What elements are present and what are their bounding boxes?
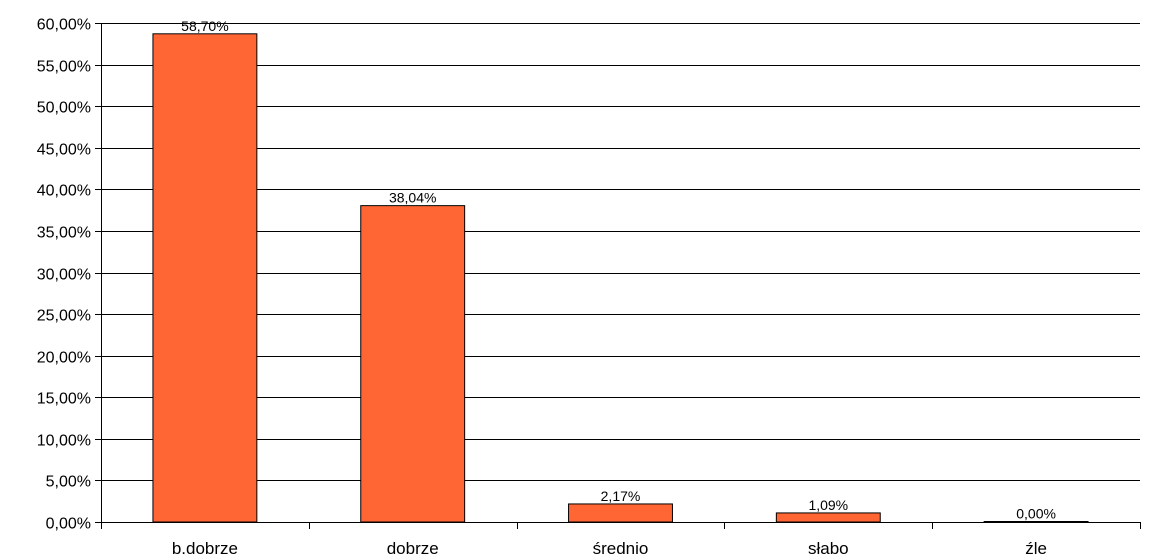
y-axis: 0,00% 5,00% 10,00% 15,00% 20,00% 25,00% 30,00%… — [37, 17, 102, 533]
data-labels: 58,70% 38,04% 2,17% 1,09% 0,00% — [181, 18, 1056, 522]
y-tick-label: 55,00% — [37, 59, 91, 76]
x-tick-label: średnio — [593, 539, 649, 558]
x-tick-label: b.dobrze — [172, 539, 238, 558]
data-label: 38,04% — [389, 190, 436, 206]
bars — [153, 34, 1088, 522]
y-tick-label: 25,00% — [37, 308, 91, 325]
y-tick-label: 35,00% — [37, 225, 91, 242]
data-label: 58,70% — [181, 18, 228, 34]
y-tick-label: 20,00% — [37, 350, 91, 367]
y-tick-label: 10,00% — [37, 433, 91, 450]
bar-1 — [153, 34, 257, 522]
y-tick-label: 45,00% — [37, 142, 91, 159]
data-label: 0,00% — [1016, 506, 1056, 522]
x-axis: b.dobrze dobrze średnio słabo źle — [101, 522, 1141, 558]
y-tick-label: 30,00% — [37, 267, 91, 284]
y-tick-label: 40,00% — [37, 183, 91, 200]
y-tick-label: 60,00% — [37, 17, 91, 34]
data-label: 1,09% — [808, 497, 848, 513]
bar-2 — [361, 206, 465, 522]
y-tick-label: 0,00% — [46, 516, 91, 533]
bar-5 — [984, 522, 1088, 523]
bar-3 — [569, 504, 673, 522]
x-tick-label: słabo — [808, 539, 849, 558]
y-tick-label: 5,00% — [46, 474, 91, 491]
bar-4 — [776, 513, 880, 522]
x-tick-label: źle — [1025, 539, 1047, 558]
y-tick-label: 50,00% — [37, 100, 91, 117]
y-tick-label: 15,00% — [37, 391, 91, 408]
data-label: 2,17% — [601, 488, 641, 504]
x-tick-label: dobrze — [387, 539, 439, 558]
